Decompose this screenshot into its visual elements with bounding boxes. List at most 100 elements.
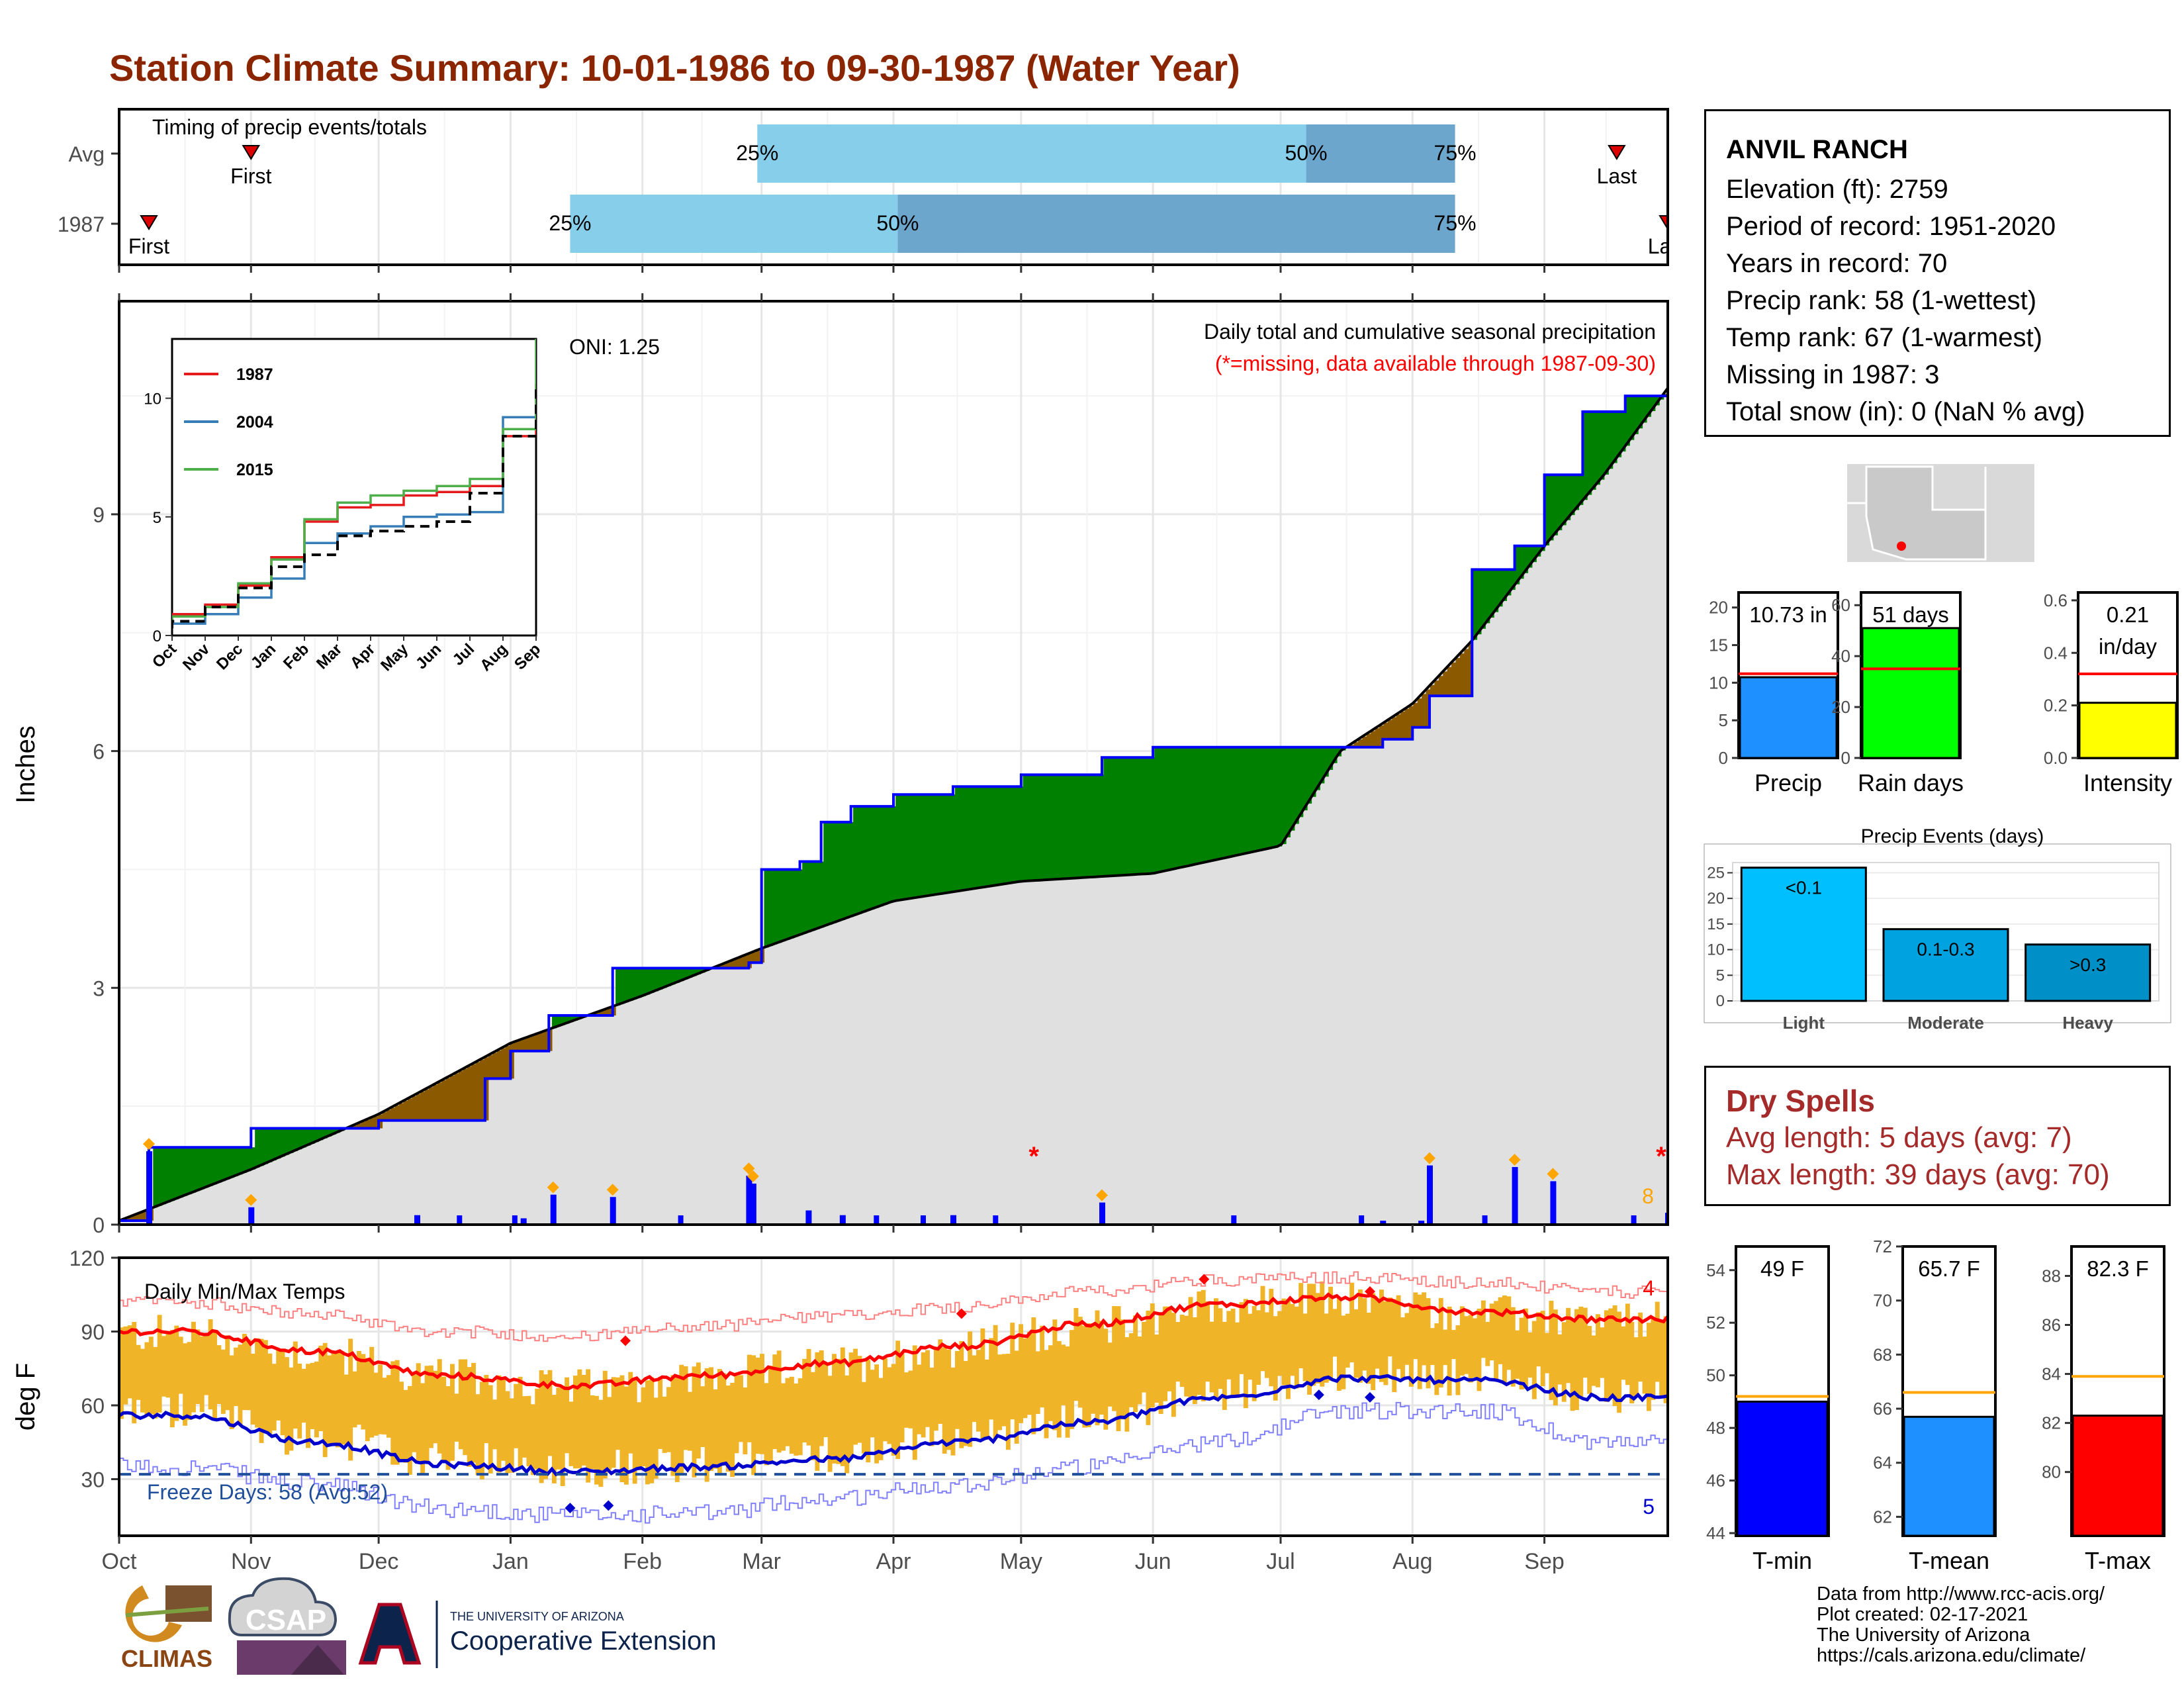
precip-events-tick-label: 25	[1707, 864, 1725, 882]
daily-temp-range-bar	[1545, 1333, 1549, 1374]
daily-temp-range-bar	[878, 1378, 884, 1460]
daily-temp-range-bar	[369, 1346, 375, 1438]
mini-bar-tick-label: 0	[1719, 748, 1728, 768]
above-avg-fill	[670, 968, 676, 985]
daily-temp-range-bar	[420, 1383, 426, 1474]
above-avg-fill	[1286, 747, 1291, 837]
daily-temp-range-bar	[840, 1347, 845, 1466]
daily-temp-range-bar	[390, 1361, 396, 1465]
above-avg-fill	[1260, 747, 1265, 851]
above-avg-fill	[688, 968, 693, 978]
daily-precip-bar	[520, 1218, 527, 1225]
above-avg-fill	[1226, 747, 1232, 858]
above-avg-fill	[1010, 786, 1015, 883]
missing-marker: *	[1028, 1142, 1039, 1171]
daily-temp-range-bar	[972, 1355, 977, 1423]
daily-temp-range-bar	[140, 1348, 145, 1413]
above-avg-fill	[874, 806, 880, 908]
daily-temp-range-bar	[645, 1380, 650, 1485]
below-avg-fill	[1404, 708, 1410, 739]
below-avg-fill	[399, 1103, 404, 1121]
above-avg-fill	[208, 1147, 213, 1186]
daily-temp-range-bar	[1582, 1307, 1588, 1378]
last-marker	[1608, 145, 1626, 160]
station-temp-rank: Temp rank: 67 (1-warmest)	[1726, 323, 2042, 352]
daily-temp-range-bar	[1341, 1315, 1346, 1389]
daily-temp-range-bar	[1031, 1317, 1036, 1434]
above-avg-fill	[1077, 774, 1083, 878]
mini-bar-t-max: 80 82 84 86 88 82.3 F T-max	[2042, 1245, 2165, 1574]
daily-temp-range-bar	[1587, 1326, 1592, 1394]
csap-text: CSAP	[246, 1604, 326, 1636]
daily-temp-range-bar	[565, 1377, 570, 1454]
mini-bar-tick-label: 10	[1709, 673, 1728, 692]
daily-temp-range-bar	[1608, 1308, 1614, 1397]
daily-temp-range-bar	[1663, 1316, 1668, 1403]
daily-temp-range-bar	[1056, 1340, 1062, 1438]
record-max-line	[119, 1271, 1668, 1342]
above-avg-fill	[848, 821, 854, 917]
above-avg-fill	[1638, 396, 1643, 429]
above-avg-fill	[1625, 396, 1630, 446]
daily-temp-range-bar	[1171, 1313, 1176, 1417]
daily-temp-range-bar	[1600, 1327, 1605, 1378]
below-avg-fill	[1422, 694, 1427, 727]
timing-bar-50-75	[1306, 124, 1455, 183]
mini-bar-tick-label: 20	[1831, 697, 1850, 717]
below-avg-fill	[132, 1215, 137, 1221]
daily-temp-range-bar	[1438, 1297, 1443, 1388]
daily-temp-range-bar	[1264, 1312, 1269, 1378]
daily-temp-range-bar	[679, 1364, 684, 1474]
timing-75-label: 75%	[1434, 141, 1477, 165]
record-max-marker	[1365, 1286, 1375, 1297]
daily-temp-range-bar	[895, 1340, 901, 1460]
daily-temp-range-bar	[1248, 1313, 1253, 1380]
above-avg-fill	[255, 1128, 260, 1168]
precip-events-bar-label: <0.1	[1786, 878, 1822, 898]
above-avg-fill	[556, 1015, 561, 1027]
daily-temp-range-bar	[518, 1376, 523, 1469]
above-avg-fill	[615, 968, 621, 1006]
above-avg-fill	[1264, 747, 1269, 849]
daily-temp-range-bar	[1366, 1312, 1371, 1384]
above-avg-fill	[984, 786, 989, 887]
above-avg-fill	[234, 1147, 239, 1176]
daily-temp-range-bar	[437, 1359, 442, 1454]
above-avg-fill	[1031, 774, 1036, 881]
daily-temp-range-bar	[696, 1362, 701, 1459]
above-avg-fill	[1188, 747, 1193, 866]
daily-temp-range-bar	[670, 1375, 676, 1476]
daily-temp-range-bar	[522, 1396, 527, 1458]
below-avg-fill	[721, 964, 727, 968]
above-avg-fill	[1570, 475, 1575, 516]
daily-temp-range-bar	[1222, 1321, 1227, 1410]
daily-temp-range-bar	[1519, 1317, 1524, 1389]
below-avg-fill	[386, 1109, 391, 1121]
ua-a-mark	[358, 1603, 422, 1665]
avg-max-line	[119, 1292, 1668, 1391]
daily-temp-range-bar	[1315, 1293, 1320, 1383]
daily-temp-range-bar	[1251, 1305, 1257, 1401]
daily-temp-range-bar	[904, 1372, 909, 1428]
above-avg-fill	[271, 1128, 277, 1160]
daily-temp-range-bar	[1434, 1323, 1439, 1395]
daily-temp-range-bar	[1349, 1282, 1355, 1363]
above-avg-fill	[1633, 396, 1639, 434]
daily-precip-bar	[1099, 1202, 1105, 1225]
credit-university: The University of Arizona	[1817, 1624, 2030, 1646]
daily-temp-range-bar	[293, 1341, 298, 1429]
mini-bar-value-label: 0.21	[2107, 602, 2149, 627]
daily-temp-range-bar	[1324, 1313, 1329, 1383]
daily-temp-range-bar	[917, 1364, 922, 1434]
above-avg-fill	[1107, 757, 1113, 876]
daily-temp-range-bar	[989, 1338, 994, 1420]
record-max-marker	[620, 1335, 631, 1346]
dry-spells-title: Dry Spells	[1726, 1084, 1875, 1118]
daily-temp-range-bar	[314, 1361, 319, 1438]
daily-temp-range-bar	[942, 1347, 947, 1454]
above-avg-fill	[1065, 774, 1070, 879]
above-avg-fill	[267, 1128, 273, 1162]
daily-temp-range-bar	[925, 1350, 930, 1427]
daily-temp-range-bar	[1188, 1297, 1193, 1399]
above-avg-fill	[1561, 475, 1567, 526]
